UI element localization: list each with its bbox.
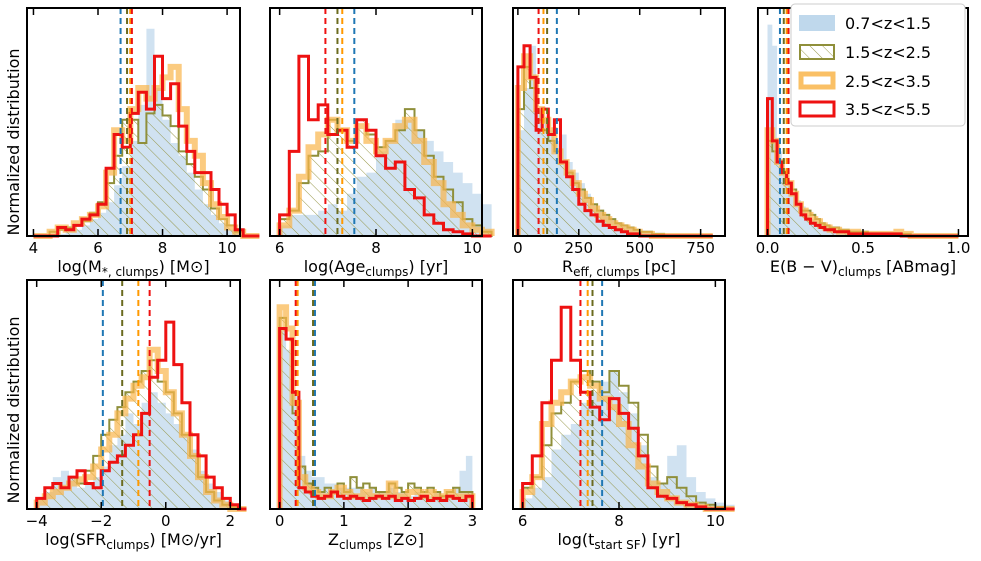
xtick-label-mass-3: 10 (218, 239, 237, 257)
panel-tstart: 6 8 10 log(tstart SF) [yr] (512, 279, 735, 552)
axes-frame-mass (26, 7, 241, 237)
xtick-label-tstart-0: 6 (518, 512, 528, 530)
legend-frame (790, 3, 966, 127)
xtick-label-metallicity-0: 0 (275, 512, 285, 530)
legend-label-z2: 1.5<z<2.5 (845, 43, 931, 62)
ylabel-row2: Normalized distribution (4, 317, 23, 504)
xlabel-ebv: E(B − V)clumps [ABmag] (770, 257, 956, 279)
hist-tstart-series-4 (521, 305, 735, 511)
xtick-label-ebv-0: 0.0 (756, 239, 780, 257)
legend-swatch-z4 (798, 100, 836, 118)
legend-swatch-z2 (799, 44, 835, 60)
xlabel-tstart: log(tstart SF) [yr] (557, 530, 680, 552)
xtick-label-sfr-1: −2 (90, 512, 112, 530)
axes-frame-metallicity (269, 279, 483, 510)
xtick-label-mass-0: 4 (29, 239, 39, 257)
hist-ebv-series-2 (766, 139, 959, 237)
xtick-label-age-2: 10 (463, 239, 482, 257)
xtick-label-age-0: 6 (275, 239, 285, 257)
xlabel-mass: log(M*, clumps) [M⊙] (57, 257, 209, 279)
xtick-label-reff-1: 250 (564, 239, 593, 257)
legend-label-z1: 0.7<z<1.5 (845, 14, 931, 33)
xtick-label-mass-1: 6 (93, 239, 103, 257)
panel-ebv: 0.0 0.5 1.0E(B − V)clumps [ABmag] (756, 7, 971, 279)
hist-metallicity-series-1 (279, 328, 473, 509)
xtick-label-sfr-3: 2 (226, 512, 236, 530)
panel-metallicity: 0 1 2 3 Zclumps [Z⊙] (269, 279, 483, 552)
hist-sfr-series-4 (35, 320, 247, 511)
panel-age: 6 8 10 log(Ageclumps) [yr] (269, 7, 495, 279)
xtick-label-age-1: 8 (371, 239, 381, 257)
xtick-label-ebv-1: 0.5 (851, 239, 875, 257)
panel-mass: 4 6 8 10 log(M*, clumps) [M⊙] (26, 7, 260, 279)
hist-age-series-4 (278, 54, 492, 238)
xtick-label-reff-0: 0 (513, 239, 523, 257)
hist-metallicity-series-3 (276, 304, 476, 509)
xtick-label-reff-3: 750 (686, 239, 715, 257)
xtick-label-reff-2: 500 (625, 239, 654, 257)
hist-mass-series-4 (33, 54, 260, 238)
panel-reff: 0 250 500 750 Reff, clumps [pc] (512, 7, 726, 279)
axes-frame-sfr (26, 279, 241, 510)
hist-metallicity-series-4 (278, 327, 474, 509)
legend-label-z3: 2.5<z<3.5 (845, 72, 931, 91)
xlabel-age: log(Ageclumps) [yr] (304, 257, 449, 279)
hist-age-series-3 (276, 116, 495, 236)
xtick-label-mass-2: 8 (158, 239, 168, 257)
xlabel-reff: Reff, clumps [pc] (562, 257, 676, 279)
xtick-label-sfr-2: 0 (161, 512, 171, 530)
xtick-label-metallicity-3: 3 (468, 512, 478, 530)
legend-label-z4: 3.5<z<5.5 (845, 100, 931, 119)
ylabel-row1: Normalized distribution (4, 49, 23, 236)
xlabel-metallicity: Zclumps [Z⊙] (328, 530, 424, 552)
xtick-label-metallicity-1: 1 (339, 512, 349, 530)
xtick-label-metallicity-2: 2 (403, 512, 413, 530)
xtick-label-sfr-0: −4 (26, 512, 48, 530)
legend-swatch-z1 (799, 15, 835, 31)
axes-frame-reff (512, 7, 726, 237)
xtick-label-tstart-1: 8 (614, 512, 624, 530)
xtick-label-ebv-2: 1.0 (947, 239, 971, 257)
xtick-label-tstart-2: 10 (706, 512, 725, 530)
legend: 0.7<z<1.5 1.5<z<2.5 2.5<z<3.5 3.5<z<5.5 (790, 3, 966, 127)
xlabel-sfr: log(SFRclumps) [M⊙/yr] (45, 530, 222, 552)
legend-swatch-z3 (798, 71, 836, 90)
